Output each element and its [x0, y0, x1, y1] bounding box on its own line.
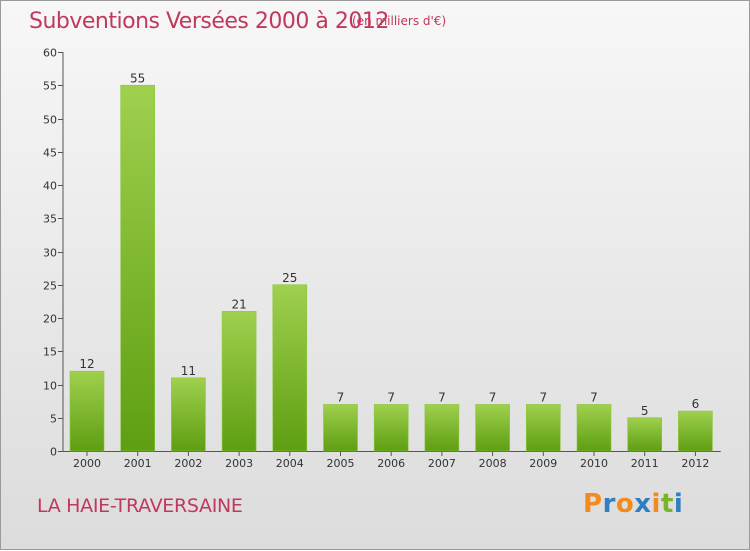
- y-tick-label: 35: [43, 213, 57, 226]
- bar: [678, 410, 713, 452]
- y-tick-label: 0: [50, 446, 57, 459]
- x-tick-label: 2009: [529, 457, 557, 470]
- bar-value-label: 25: [282, 271, 297, 285]
- x-tick-label: 2006: [377, 457, 405, 470]
- y-tick-label: 15: [43, 346, 57, 359]
- bar-value-label: 21: [231, 297, 246, 311]
- logo-letter: P: [583, 489, 603, 519]
- bar-value-label: 7: [387, 390, 395, 404]
- logo-letter: r: [602, 489, 616, 519]
- y-tick-label: 50: [43, 114, 57, 127]
- x-tick-label: 2008: [479, 457, 507, 470]
- bar-value-label: 5: [641, 404, 649, 418]
- x-tick-label: 2002: [174, 457, 202, 470]
- logo-letter: x: [634, 489, 652, 519]
- bar: [171, 377, 206, 452]
- bar-value-label: 6: [692, 397, 700, 411]
- logo-letter: t: [660, 489, 674, 519]
- chart-unit: (en milliers d'€): [352, 14, 447, 28]
- bar: [221, 311, 257, 452]
- logo-letter: i: [651, 489, 661, 519]
- commune-name: LA HAIE-TRAVERSAINE: [37, 495, 243, 517]
- bar: [627, 417, 663, 452]
- bar: [120, 84, 155, 452]
- x-tick-label: 2004: [276, 457, 304, 470]
- bars: [69, 84, 713, 452]
- data-labels: 12 55 11 21 25 7 7 7 7 7 7 5 6: [79, 71, 699, 418]
- y-tick-label: 25: [43, 280, 57, 293]
- y-tick-label: 60: [43, 47, 57, 60]
- bar: [525, 404, 561, 452]
- axes: 0 5 10 15 20 25 30 35 40 45 50 55 60 2000 2001 2002 2003…: [43, 47, 721, 470]
- y-tick-label: 5: [50, 413, 57, 426]
- x-tick-label: 2011: [631, 457, 659, 470]
- bar-value-label: 11: [181, 364, 196, 378]
- y-tick-label: 20: [43, 313, 57, 326]
- bar: [475, 404, 510, 452]
- bar-value-label: 7: [438, 390, 446, 404]
- y-tick-label: 45: [43, 147, 57, 160]
- logo-letter: o: [615, 489, 635, 519]
- x-tick-label: 2012: [681, 457, 709, 470]
- bar: [373, 404, 409, 452]
- bar: [576, 404, 612, 452]
- bar: [69, 370, 105, 452]
- bar: [272, 284, 308, 452]
- x-tick-label: 2000: [73, 457, 101, 470]
- x-tick-label: 2005: [327, 457, 355, 470]
- bar: [323, 404, 358, 452]
- bar-value-label: 7: [489, 390, 497, 404]
- bar-value-label: 7: [539, 390, 547, 404]
- logo-letter: i: [673, 489, 684, 519]
- bar-value-label: 55: [130, 71, 145, 85]
- x-tick-label: 2001: [124, 457, 152, 470]
- y-tick-label: 10: [43, 380, 57, 393]
- proxiti-logo[interactable]: Proxiti: [583, 489, 683, 519]
- chart-title: Subventions Versées 2000 à 2012: [29, 9, 389, 34]
- y-tick-label: 40: [43, 180, 57, 193]
- y-tick-label: 55: [43, 80, 57, 93]
- bar: [424, 404, 460, 452]
- bar-value-label: 7: [590, 390, 598, 404]
- x-tick-label: 2003: [225, 457, 253, 470]
- bar-value-label: 12: [79, 357, 94, 371]
- x-tick-label: 2007: [428, 457, 456, 470]
- y-tick-label: 30: [43, 247, 57, 260]
- x-tick-label: 2010: [580, 457, 608, 470]
- bar-value-label: 7: [337, 390, 345, 404]
